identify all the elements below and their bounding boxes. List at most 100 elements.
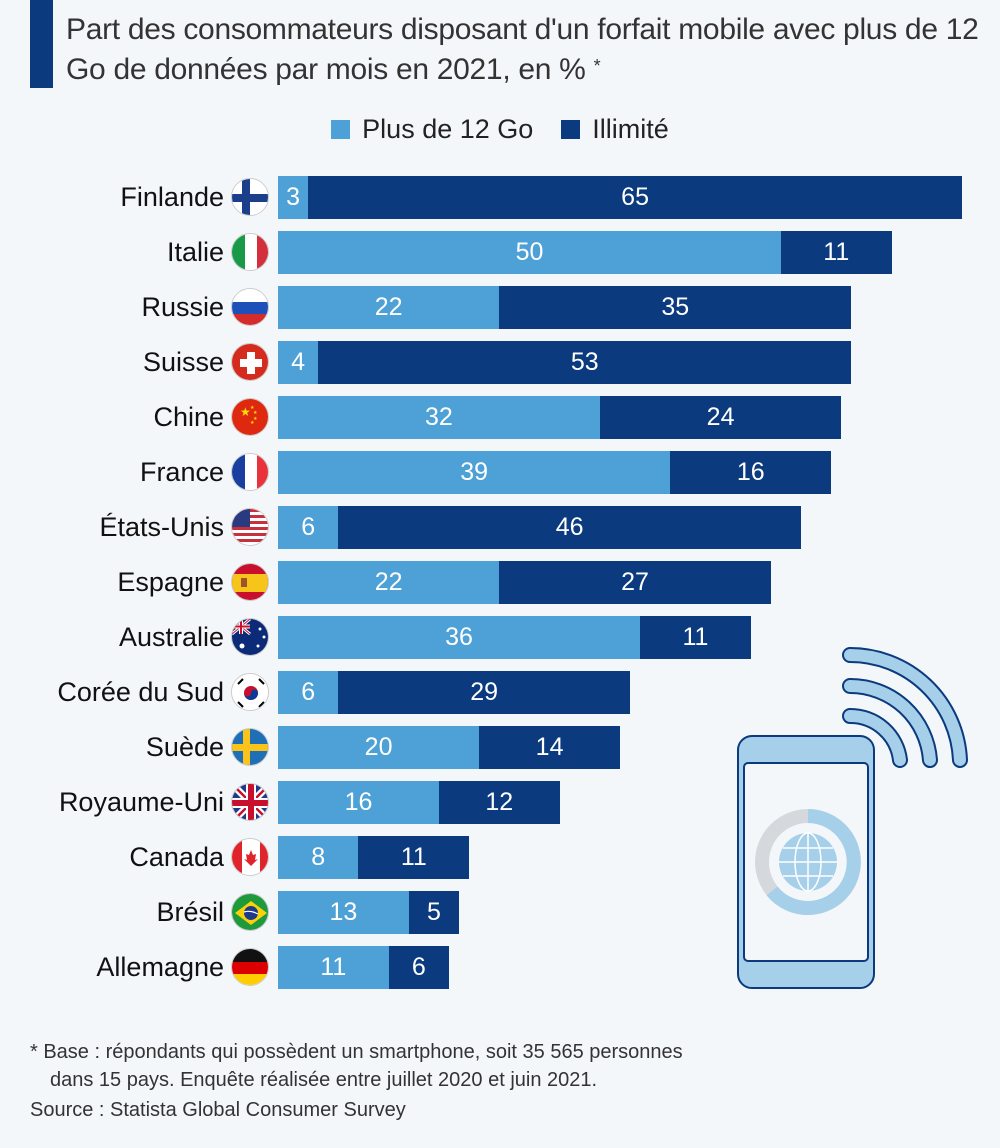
category-label: Suède xyxy=(145,732,224,762)
data-label: 22 xyxy=(374,293,403,321)
chart-title: Part des consommateurs disposant d'un fo… xyxy=(66,13,979,86)
bar-segment-plus-12go xyxy=(278,836,359,879)
data-label: 24 xyxy=(706,403,735,431)
category-label: Chine xyxy=(153,402,224,432)
bar-segment-illimite xyxy=(499,286,852,329)
svg-text:★: ★ xyxy=(250,420,255,426)
bar-segment-plus-12go xyxy=(278,616,641,659)
globe-icon xyxy=(755,809,861,915)
bar-segment-illimite xyxy=(599,396,842,439)
bar-segment-plus-12go xyxy=(278,726,480,769)
data-label: 35 xyxy=(661,293,690,321)
data-label: 16 xyxy=(736,458,765,486)
svg-text:★: ★ xyxy=(250,405,255,411)
data-label: 29 xyxy=(470,678,499,706)
data-label: 46 xyxy=(555,513,584,541)
category-label: Espagne xyxy=(117,567,224,597)
footnote: * Base : répondants qui possèdent un sma… xyxy=(30,1038,683,1124)
category-label: Corée du Sud xyxy=(57,677,224,707)
data-label: 20 xyxy=(364,733,393,761)
bar-segment-plus-12go xyxy=(278,781,439,824)
svg-text:★: ★ xyxy=(253,410,258,416)
flag-australia-icon xyxy=(231,618,269,656)
bar-segment-plus-12go xyxy=(278,561,500,604)
flag-china-icon: ★ ★ ★ ★ ★ xyxy=(231,398,269,436)
category-label: Allemagne xyxy=(96,952,224,982)
data-label: 6 xyxy=(301,678,316,706)
flag-italy-icon xyxy=(231,233,269,271)
bar-segment-illimite xyxy=(670,451,832,494)
bar-segment-plus-12go xyxy=(278,946,389,989)
data-label: 8 xyxy=(311,843,326,871)
footnote-line-1: * Base : répondants qui possèdent un sma… xyxy=(30,1041,683,1063)
legend-label: Illimité xyxy=(592,114,669,144)
bar-segment-illimite xyxy=(408,891,460,934)
bar-segment-illimite xyxy=(338,506,802,549)
bar-segment-plus-12go xyxy=(278,506,339,549)
bar-segment-plus-12go xyxy=(278,891,409,934)
bar-segment-illimite xyxy=(438,781,560,824)
data-label: 65 xyxy=(621,183,649,211)
data-label: 16 xyxy=(344,788,373,816)
bar-segment-illimite xyxy=(499,561,771,604)
category-label: Russie xyxy=(141,292,224,322)
category-label: Australie xyxy=(118,622,224,652)
data-label: 27 xyxy=(621,568,649,596)
flag-sweden-icon xyxy=(231,728,269,766)
bar-segment-illimite xyxy=(479,726,620,769)
data-label: 50 xyxy=(515,238,544,266)
data-label: 6 xyxy=(411,953,426,981)
bar-segment-plus-12go xyxy=(278,286,500,329)
bar-segment-illimite xyxy=(338,671,631,714)
smartphone-wifi-globe-icon xyxy=(737,646,968,989)
flag-finland-icon xyxy=(231,178,269,216)
data-label: 13 xyxy=(329,898,358,926)
bar-segment-illimite xyxy=(780,231,892,274)
bar-segment-illimite xyxy=(358,836,470,879)
wifi-signal-icon xyxy=(842,646,968,768)
category-label: France xyxy=(139,457,224,487)
legend-item-plus-12go: Plus de 12 Go xyxy=(331,114,533,145)
data-label: 53 xyxy=(570,348,599,376)
data-label: 39 xyxy=(460,458,489,486)
flag-canada-icon xyxy=(231,838,269,876)
data-label: 11 xyxy=(320,953,347,981)
data-label: 11 xyxy=(823,238,850,266)
bar-segment-plus-12go xyxy=(278,176,309,219)
data-label: 12 xyxy=(485,788,514,816)
data-label: 3 xyxy=(286,183,301,211)
bar-segment-illimite xyxy=(318,341,852,384)
legend-swatch-illimite xyxy=(561,120,581,139)
bar-segment-illimite xyxy=(308,176,962,219)
flag-france-icon xyxy=(231,453,269,491)
data-label: 22 xyxy=(374,568,403,596)
flag-usa-icon xyxy=(231,508,269,546)
bar-segment-illimite xyxy=(388,946,449,989)
legend-item-illimite: Illimité xyxy=(561,114,669,145)
data-label: 32 xyxy=(425,403,453,431)
data-label: 11 xyxy=(682,623,709,651)
flag-uk-icon xyxy=(231,783,269,821)
category-label: Italie xyxy=(166,237,224,267)
svg-text:★: ★ xyxy=(240,405,251,419)
flag-germany-icon xyxy=(231,948,269,986)
data-label: 36 xyxy=(445,623,473,651)
legend: Plus de 12 Go Illimité xyxy=(0,114,1000,145)
svg-text:★: ★ xyxy=(253,416,258,422)
data-label: 14 xyxy=(535,733,564,761)
data-label: 11 xyxy=(400,843,427,871)
category-label: États-Unis xyxy=(99,512,224,542)
data-label: 4 xyxy=(291,348,306,376)
flag-south-korea-icon xyxy=(231,673,269,711)
bar-segment-plus-12go xyxy=(278,396,600,439)
data-label: 6 xyxy=(301,513,316,541)
source-text: Source : Statista Global Consumer Survey xyxy=(30,1099,406,1121)
flag-brazil-icon xyxy=(231,893,269,931)
category-label: Royaume-Uni xyxy=(58,787,224,817)
category-label: Brésil xyxy=(156,897,224,927)
stacked-bar-chart: Finlande 3 65 Italie 50 11 Russie 22 35 Suisse 4 53… xyxy=(57,176,962,989)
category-label: Finlande xyxy=(120,182,224,212)
title-accent-bar xyxy=(30,0,53,88)
flag-switzerland-icon xyxy=(231,343,269,381)
legend-swatch-plus-12go xyxy=(331,120,351,139)
